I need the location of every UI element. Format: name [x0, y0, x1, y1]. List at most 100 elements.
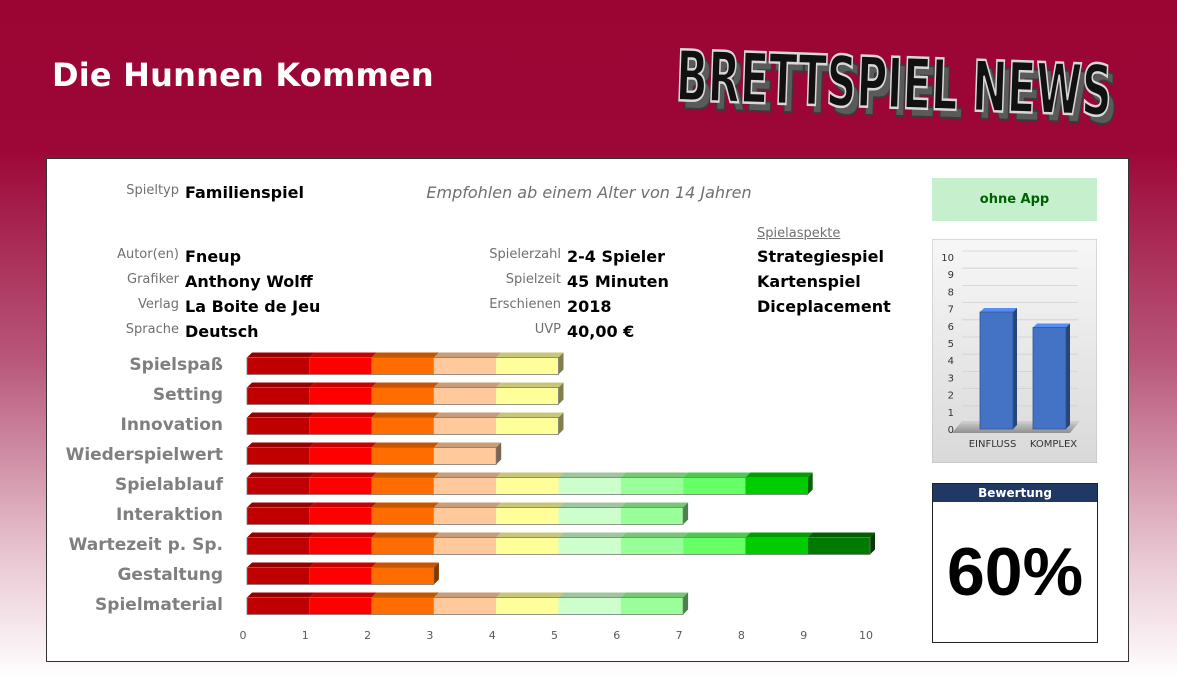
bar-outline — [246, 417, 559, 435]
bar-segment — [309, 357, 372, 375]
spieltyp-label: Spieltyp — [126, 183, 179, 198]
bar-segment — [371, 447, 434, 465]
grafiker-label: Grafiker — [127, 272, 179, 287]
y-tick-label: 5 — [948, 339, 954, 350]
bar-segment-top — [433, 532, 502, 538]
bar-end-cap — [558, 412, 564, 435]
rating-bar-chart: Spielspaß Setting Innovation Wiederspielwer… — [66, 352, 875, 642]
bar-end-cap — [558, 382, 564, 405]
mini-bar — [979, 308, 1017, 430]
x-tick-label: 6 — [613, 629, 620, 642]
bar-segment-top — [309, 352, 377, 358]
bar-segment-top — [496, 502, 564, 508]
bar-outline — [246, 387, 559, 405]
bar-segment — [371, 567, 434, 585]
bar-segment-top — [496, 352, 564, 358]
bar-segment-top — [247, 532, 315, 538]
x-tick-label: 2 — [364, 629, 371, 642]
bar-segment — [371, 387, 434, 405]
bar-segment — [433, 537, 497, 555]
bar-segment — [247, 417, 310, 435]
bar-segment — [558, 597, 621, 615]
category-label: EINFLUSS — [969, 439, 1017, 450]
bar-end-cap — [433, 562, 439, 585]
bar-outline — [246, 597, 684, 615]
bar-end-cap — [870, 532, 875, 555]
spielzeit-value: 45 Minuten — [567, 272, 669, 291]
bar-segment-top — [433, 442, 502, 448]
bar-segment — [620, 537, 684, 555]
svg-text:BRETTSPIEL NEWS: BRETTSPIEL NEWS — [675, 35, 1114, 132]
y-tick-label: 7 — [948, 305, 954, 316]
y-tick-label: 4 — [948, 356, 954, 367]
bar-segment-top — [620, 592, 689, 598]
bar-segment — [247, 387, 310, 405]
category-label: Innovation — [121, 415, 224, 435]
bar-segment-top — [309, 592, 377, 598]
category-label: Setting — [153, 385, 223, 405]
bar-segment-top — [371, 382, 439, 388]
bar-segment — [371, 597, 434, 615]
bar-segment — [247, 507, 310, 525]
bar-segment — [558, 477, 621, 495]
bar-segment — [309, 447, 372, 465]
bar-outline — [246, 477, 809, 495]
bar-segment-top — [371, 352, 439, 358]
bar-segment — [496, 597, 559, 615]
x-tick-label: 0 — [240, 629, 247, 642]
category-label: Spielablauf — [115, 475, 224, 495]
mini-bar-side — [1066, 323, 1070, 429]
bar-segment — [745, 537, 808, 555]
bar-segment-top — [683, 472, 751, 478]
bar-segment — [496, 417, 559, 435]
y-tick-label: 2 — [948, 391, 954, 402]
x-tick-label: 3 — [426, 629, 433, 642]
y-tick-label: 6 — [948, 322, 954, 333]
bar-end-cap — [683, 502, 689, 525]
autor-label: Autor(en) — [117, 247, 179, 262]
bar-segment-top — [309, 382, 377, 388]
bar-segment — [309, 567, 372, 585]
bar-segment-top — [371, 472, 439, 478]
mini-bar — [1032, 323, 1070, 430]
bar-segment-top — [371, 502, 439, 508]
bar-segment — [371, 357, 434, 375]
bar-segment-top — [683, 532, 751, 538]
category-label: Spielspaß — [129, 355, 223, 375]
sprache-label: Sprache — [125, 322, 179, 337]
erschienen-value: 2018 — [567, 297, 612, 316]
bar-segment — [558, 507, 621, 525]
x-tick-label: 8 — [738, 629, 745, 642]
bar-segment — [433, 597, 497, 615]
bar-segment — [433, 357, 497, 375]
bar-segment — [807, 537, 870, 555]
bar-end-cap — [807, 472, 813, 495]
bar-segment — [620, 597, 684, 615]
spielerzahl-label: Spielerzahl — [489, 247, 561, 262]
y-tick-label: 9 — [948, 270, 954, 281]
aspect-item: Diceplacement — [757, 297, 891, 316]
category-label: Wiederspielwert — [66, 445, 223, 465]
bar-segment — [371, 537, 434, 555]
rating-bar — [246, 412, 564, 435]
x-tick-label: 4 — [489, 629, 496, 642]
bar-segment-top — [496, 592, 564, 598]
mini-bar-front — [1032, 327, 1067, 430]
bar-segment-top — [433, 592, 502, 598]
aspect-item: Strategiespiel — [757, 247, 884, 266]
rating-bar — [246, 592, 689, 615]
grafiker-value: Anthony Wolff — [185, 272, 313, 291]
bar-segment — [371, 507, 434, 525]
bar-segment — [433, 387, 497, 405]
bar-segment-top — [371, 592, 439, 598]
bar-segment — [433, 477, 497, 495]
x-tick-label: 1 — [302, 629, 309, 642]
bar-segment — [371, 417, 434, 435]
bar-outline — [246, 507, 684, 525]
bar-outline — [246, 447, 497, 465]
bar-segment-top — [558, 532, 626, 538]
bar-segment-top — [496, 472, 564, 478]
y-tick-label: 1 — [948, 408, 954, 419]
spieltyp-value: Familienspiel — [185, 183, 304, 202]
mini-bar-front — [979, 311, 1014, 430]
